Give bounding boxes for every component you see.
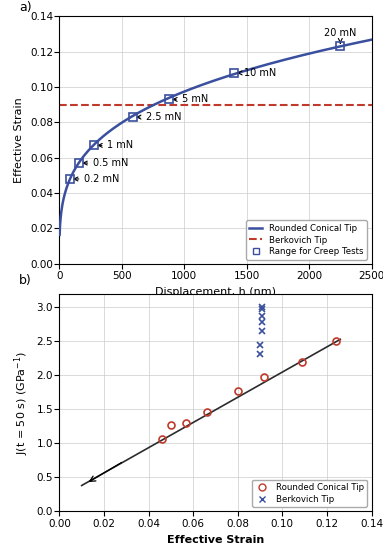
Legend: Rounded Conical Tip, Berkovich Tip, Range for Creep Tests: Rounded Conical Tip, Berkovich Tip, Rang… [246,220,367,259]
Text: 1 mN: 1 mN [98,140,134,150]
Text: 0.5 mN: 0.5 mN [83,158,128,168]
Y-axis label: Effective Strain: Effective Strain [15,97,25,183]
X-axis label: Effective Strain: Effective Strain [167,535,264,544]
Text: 2.5 mN: 2.5 mN [137,112,181,122]
Text: 0.2 mN: 0.2 mN [74,174,120,184]
Text: b): b) [19,274,31,287]
Legend: Rounded Conical Tip, Berkovich Tip: Rounded Conical Tip, Berkovich Tip [252,480,367,507]
Text: 5 mN: 5 mN [173,95,208,104]
Text: 20 mN: 20 mN [324,28,357,43]
Text: 10 mN: 10 mN [238,68,277,78]
Y-axis label: J(t = 50 s) (GPa$^{-1}$): J(t = 50 s) (GPa$^{-1}$) [12,350,31,455]
X-axis label: Displacement, h (nm): Displacement, h (nm) [155,287,276,297]
Text: a): a) [19,1,31,14]
